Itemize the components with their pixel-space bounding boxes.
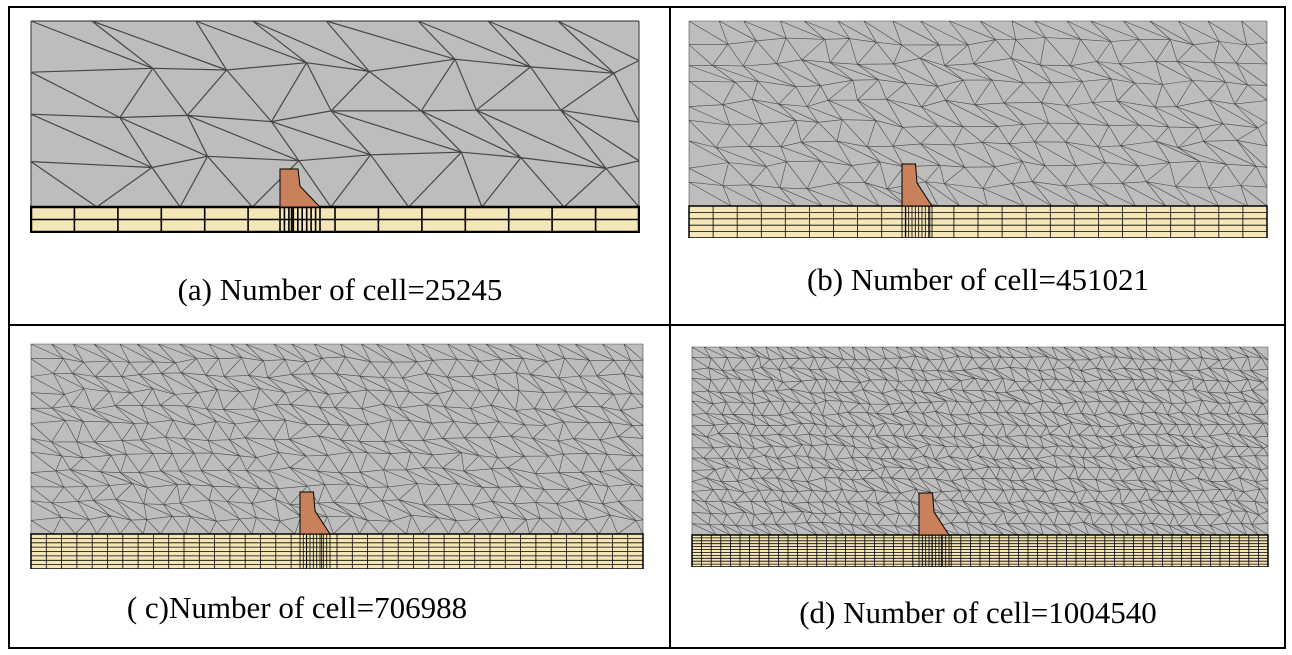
- table-divider: [669, 6, 671, 649]
- caption: ( c)Number of cell=706988: [12, 590, 582, 626]
- mesh-image: [30, 343, 644, 569]
- mesh-image: [691, 346, 1269, 567]
- soil-grid: [31, 534, 643, 569]
- soil-grid: [692, 535, 1268, 567]
- caption: (d) Number of cell=1004540: [672, 595, 1284, 631]
- caption: (b) Number of cell=451021: [672, 262, 1284, 298]
- table-divider: [8, 324, 1286, 326]
- fluid-domain: [689, 21, 1267, 206]
- mesh-image: [30, 20, 640, 233]
- figure-page: (a) Number of cell=25245 (b) Number of c…: [0, 0, 1292, 655]
- caption: (a) Number of cell=25245: [12, 272, 668, 308]
- mesh-image: [688, 20, 1268, 238]
